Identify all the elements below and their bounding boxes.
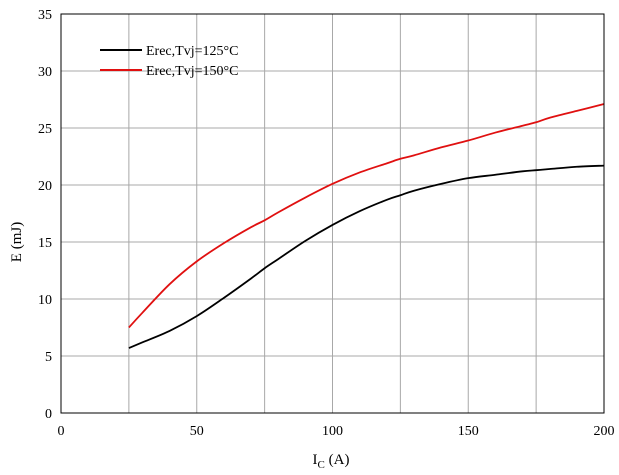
y-tick-label: 25 (38, 122, 52, 137)
x-tick-label: 150 (458, 424, 479, 439)
x-tick-labels: 0 50 100 150 200 (58, 424, 615, 439)
y-tick-label: 0 (45, 407, 52, 422)
y-tick-label: 20 (38, 179, 52, 194)
y-axis-label: E (mJ) (9, 222, 25, 262)
legend: Erec,Tvj=125°C Erec,Tvj=150°C (100, 44, 238, 79)
plot-frame (60, 13, 605, 414)
x-tick-label: 0 (58, 424, 65, 439)
x-axis-label-unit: (A) (325, 452, 350, 468)
x-axis-label-subscript: C (318, 459, 325, 471)
legend-label-2: Erec,Tvj=150°C (146, 64, 238, 79)
grid (61, 14, 604, 413)
series-line-1 (128, 164, 605, 349)
y-tick-label: 30 (38, 65, 52, 80)
x-tick-label: 100 (322, 424, 343, 439)
y-tick-label: 35 (38, 8, 52, 23)
x-tick-label: 50 (190, 424, 204, 439)
legend-label-1: Erec,Tvj=125°C (146, 44, 238, 59)
x-tick-label: 200 (594, 424, 615, 439)
y-tick-label: 10 (38, 293, 52, 308)
series-line-2 (128, 103, 605, 329)
y-tick-labels: 0 5 10 15 20 25 30 35 (38, 8, 52, 422)
y-tick-label: 5 (45, 350, 52, 365)
y-tick-label: 15 (38, 236, 52, 251)
series-lines (128, 103, 605, 349)
x-axis-label: IC (A) (313, 452, 350, 471)
x-axis-label-main: I (313, 452, 318, 468)
